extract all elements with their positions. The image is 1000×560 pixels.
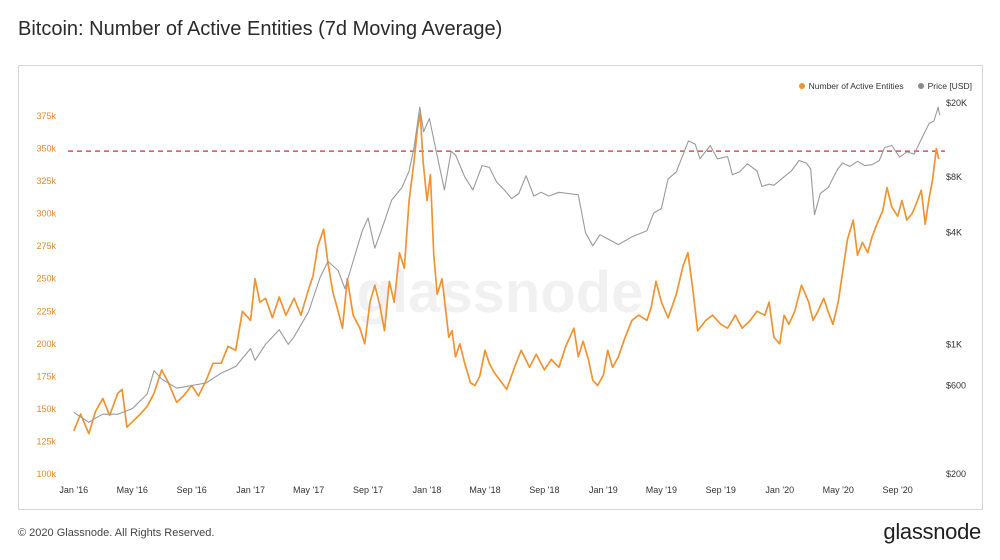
chart-title: Bitcoin: Number of Active Entities (7d M… <box>18 18 503 40</box>
x-tick-label: Jan '18 <box>413 485 442 495</box>
y-right-tick-label: $20K <box>946 98 967 108</box>
y-left-tick-label: 250k <box>36 274 56 284</box>
y-right-tick-label: $200 <box>946 469 966 479</box>
y-left-tick-label: 275k <box>36 241 56 251</box>
y-right-tick-label: $600 <box>946 380 966 390</box>
chart-panel <box>18 65 983 510</box>
y-left-tick-label: 200k <box>36 339 56 349</box>
x-tick-label: Jan '16 <box>59 485 88 495</box>
x-tick-label: May '16 <box>117 485 148 495</box>
x-tick-label: Jan '20 <box>765 485 794 495</box>
legend-item-price[interactable]: Price [USD] <box>917 81 972 91</box>
x-tick-label: May '20 <box>823 485 854 495</box>
x-tick-label: Sep '18 <box>529 485 559 495</box>
chart-series <box>73 106 941 435</box>
y-left-tick-label: 375k <box>36 111 56 121</box>
y-left-tick-label: 100k <box>36 469 56 479</box>
legend-label-price: Price [USD] <box>927 81 972 91</box>
legend-dot-price <box>917 83 924 89</box>
watermark-text: glassnode <box>357 260 644 325</box>
legend-label-entities: Number of Active Entities <box>808 81 904 91</box>
y-right-tick-label: $8K <box>946 172 962 182</box>
legend-item-entities[interactable]: Number of Active Entities <box>798 81 904 91</box>
x-tick-label: May '17 <box>293 485 324 495</box>
series-line-price <box>73 106 941 423</box>
x-tick-label: Sep '17 <box>353 485 383 495</box>
x-tick-label: Sep '20 <box>883 485 913 495</box>
series-line-active-entities <box>73 112 940 435</box>
x-tick-label: Sep '19 <box>706 485 736 495</box>
copyright-footer: © 2020 Glassnode. All Rights Reserved. <box>18 527 215 539</box>
x-tick-label: Jan '19 <box>589 485 618 495</box>
y-left-tick-label: 175k <box>36 371 56 381</box>
x-tick-label: Jan '17 <box>236 485 265 495</box>
x-tick-label: May '18 <box>469 485 500 495</box>
y-left-tick-label: 125k <box>36 436 56 446</box>
y-left-tick-label: 300k <box>36 209 56 219</box>
y-right-tick-label: $1K <box>946 339 962 349</box>
y-axis-right: $200 $600 $1K $4K $8K $20K <box>946 98 967 479</box>
y-left-tick-label: 350k <box>36 144 56 154</box>
y-right-tick-label: $4K <box>946 228 962 238</box>
x-tick-label: Sep '16 <box>177 485 207 495</box>
x-axis: Jan '16 May '16 Sep '16 Jan '17 May '17 Sep '… <box>59 485 912 495</box>
y-axis-left: 100k 125k 150k 175k 200k 225k 250k 275k 300k 325k… <box>36 111 56 479</box>
y-left-tick-label: 325k <box>36 176 56 186</box>
x-tick-label: May '19 <box>646 485 677 495</box>
y-left-tick-label: 150k <box>36 404 56 414</box>
legend-dot-entities <box>798 83 805 89</box>
brand-logo[interactable]: glassnode <box>883 519 981 544</box>
chart-legend: Number of Active Entities Price [USD] <box>798 81 972 91</box>
y-left-tick-label: 225k <box>36 306 56 316</box>
